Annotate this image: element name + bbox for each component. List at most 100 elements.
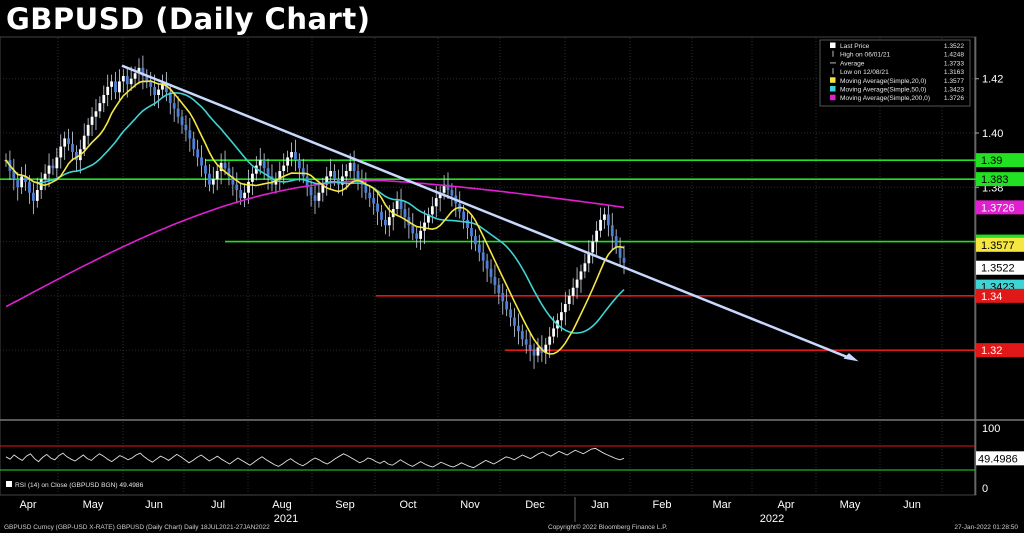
candle-body (176, 108, 180, 117)
candle-body (47, 165, 51, 174)
rsi-tick-label: 100 (982, 423, 1000, 435)
ma200-line (5, 179, 625, 308)
legend-value: 1.3733 (944, 60, 965, 67)
candle-body (137, 67, 141, 74)
candle-body (133, 73, 137, 79)
candle-body (278, 171, 282, 180)
legend-label: Moving Average(Simple,20,0) (840, 78, 926, 85)
trend-line (121, 64, 851, 360)
candle-body (321, 184, 325, 193)
candle-body (481, 252, 485, 261)
candle-body (372, 198, 376, 204)
candle-body (430, 206, 434, 215)
candle-body (262, 160, 266, 169)
candle-body (384, 219, 387, 226)
candle-body (309, 187, 313, 196)
candle-body (129, 78, 133, 85)
legend-label: High on 06/01/21 (840, 52, 891, 59)
candle-body (348, 162, 352, 171)
candle-body (274, 179, 278, 185)
rsi-value-tag-bg (976, 451, 1024, 466)
price-tag-bg (976, 288, 1024, 303)
x-tick-label: Mar (713, 499, 732, 511)
candle-body (446, 184, 450, 190)
candle-body (192, 138, 196, 150)
legend-value: 1.4248 (944, 52, 965, 59)
price-tag-1-3577: 1.3577 (976, 237, 1024, 252)
candle-body (599, 219, 602, 231)
candle-body (387, 217, 391, 226)
candle-body (239, 190, 243, 199)
x-tick-label: Feb (653, 499, 672, 511)
candle-body (442, 184, 446, 193)
candle-body (575, 279, 579, 288)
candle-body (344, 171, 348, 177)
candle-body (301, 168, 305, 177)
candle-body (415, 233, 419, 239)
y-tick-label: 1.42 (982, 74, 1003, 86)
candle-body (106, 86, 110, 95)
candle-body (286, 157, 290, 166)
price-tag-label: 1.383 (981, 174, 1009, 186)
candle-body (207, 173, 211, 185)
price-tag-bg (976, 153, 1024, 168)
year-label: 2022 (760, 513, 784, 525)
price-tag-bg (976, 200, 1024, 215)
candle-body (180, 116, 184, 125)
rsi-line (5, 447, 625, 469)
candle-body (28, 181, 31, 193)
price-tag-bg (976, 237, 1024, 252)
candle-body (204, 165, 207, 174)
x-tick-label: Aug (272, 499, 292, 511)
trend-arrow-head (843, 353, 859, 362)
candle-body (423, 222, 426, 231)
candle-body (266, 168, 270, 177)
price-tag-1-3726: 1.3726 (976, 200, 1024, 215)
legend-value: 1.3522 (944, 43, 965, 50)
price-tag-label: 1.3577 (981, 240, 1015, 252)
price-tag-1-383: 1.383 (976, 172, 1024, 187)
rsi-legend-label: RSI (14) on Close (GBPUSD BGN) 49.4986 (15, 482, 144, 489)
candle-body (121, 76, 125, 82)
legend-label: Low on 12/08/21 (840, 69, 889, 76)
candle-body (161, 84, 164, 90)
x-tick-label: Apr (777, 499, 794, 511)
legend: Last Price 1.3522 High on 06/01/21 1.4248 Av… (819, 39, 971, 107)
candle-body (16, 179, 20, 188)
candle-body (340, 176, 344, 185)
candle-body (505, 301, 509, 310)
footer-copyright: Copyright© 2022 Bloomberg Finance L.P. (548, 524, 668, 531)
legend-marker (830, 77, 836, 83)
x-tick-label: Jun (145, 499, 163, 511)
candle-body (98, 103, 102, 112)
candle-body (532, 350, 536, 356)
candle-body (251, 173, 254, 182)
price-tag-label: 1.32 (981, 345, 1002, 357)
legend-label: Average (840, 60, 865, 67)
candle-body (536, 347, 540, 356)
legend-value: 1.3577 (944, 78, 965, 85)
price-tag-1-3522: 1.3522 (976, 260, 1024, 275)
legend-label: Moving Average(Simple,200,0) (840, 95, 930, 102)
candle-body (196, 149, 200, 158)
price-tag-1-34: 1.34 (976, 288, 1024, 303)
price-tag-bg (976, 260, 1024, 275)
candle-body (90, 116, 94, 125)
candle-body (618, 247, 622, 258)
price-tag-label: 1.39 (981, 155, 1002, 167)
candle-body (356, 171, 360, 180)
price-tag-1-32: 1.32 (976, 343, 1024, 358)
candle-body (290, 152, 293, 158)
legend-label: Last Price (840, 43, 870, 50)
candle-body (153, 86, 157, 95)
candle-body (489, 268, 493, 277)
ma50-line (5, 92, 625, 334)
candle-body (325, 176, 329, 185)
candle-body (67, 138, 70, 144)
candle-body (172, 103, 176, 109)
candle-body (403, 209, 407, 218)
candle-body (376, 203, 379, 212)
x-tick-label: May (83, 499, 104, 511)
candle-body (528, 344, 532, 351)
